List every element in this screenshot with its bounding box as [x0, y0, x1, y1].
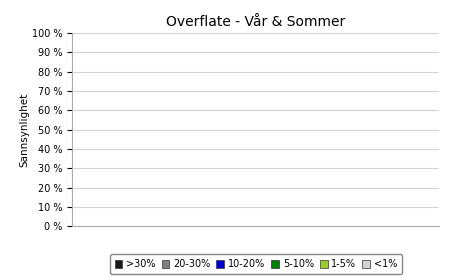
Legend: >30%, 20-30%, 10-20%, 5-10%, 1-5%, <1%: >30%, 20-30%, 10-20%, 5-10%, 1-5%, <1% — [110, 254, 402, 274]
Y-axis label: Sannsynlighet: Sannsynlighet — [19, 92, 29, 167]
Title: Overflate - Vår & Sommer: Overflate - Vår & Sommer — [166, 15, 346, 29]
